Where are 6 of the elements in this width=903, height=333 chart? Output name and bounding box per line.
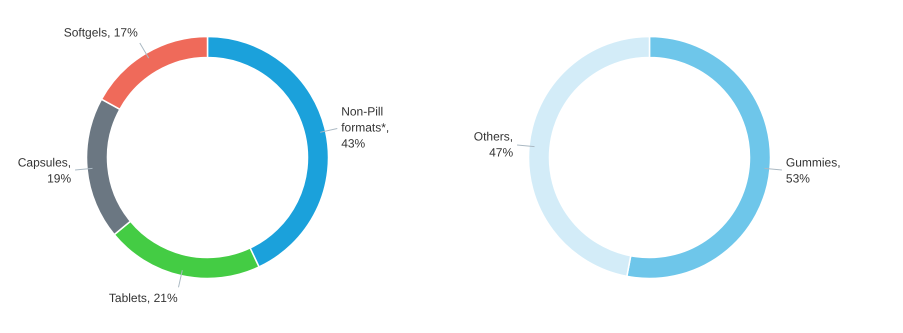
slice-label: Capsules, 19% <box>18 155 72 186</box>
slice-label: Softgels, 17% <box>64 26 138 40</box>
slice-label: Tablets, 21% <box>108 291 178 306</box>
slice-label: Gummies, 53% <box>786 155 841 186</box>
slice-label: Others, 47% <box>474 130 514 160</box>
slice-label: Non-Pill formats*, 43% <box>341 104 390 151</box>
